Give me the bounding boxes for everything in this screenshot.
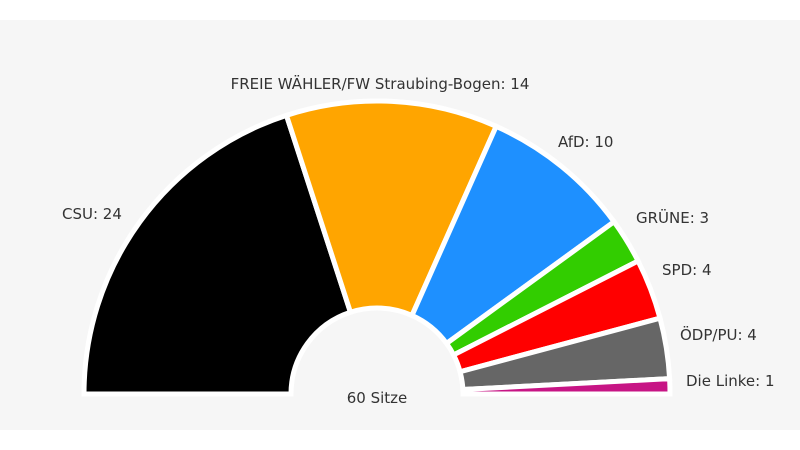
slice-label-0: CSU: 24 bbox=[62, 205, 122, 223]
slice-label-5: ÖDP/PU: 4 bbox=[680, 325, 757, 344]
slice-label-6: Die Linke: 1 bbox=[686, 372, 775, 390]
slices-group bbox=[81, 98, 673, 397]
total-seats-label: 60 Sitze bbox=[347, 389, 408, 407]
slice-label-1: FREIE WÄHLER/FW Straubing-Bogen: 14 bbox=[231, 74, 530, 93]
slice-label-4: SPD: 4 bbox=[662, 261, 711, 279]
slice-label-2: AfD: 10 bbox=[558, 133, 613, 151]
slice-afd bbox=[408, 123, 618, 347]
slice-csu bbox=[81, 112, 354, 397]
slice-label-3: GRÜNE: 3 bbox=[636, 208, 709, 227]
slice-die-linke bbox=[460, 376, 673, 397]
slice-freie-wähler-fw-straubing-bogen bbox=[283, 98, 500, 319]
labels-group: CSU: 24 FREIE WÄHLER/FW Straubing-Bogen: … bbox=[62, 74, 775, 390]
